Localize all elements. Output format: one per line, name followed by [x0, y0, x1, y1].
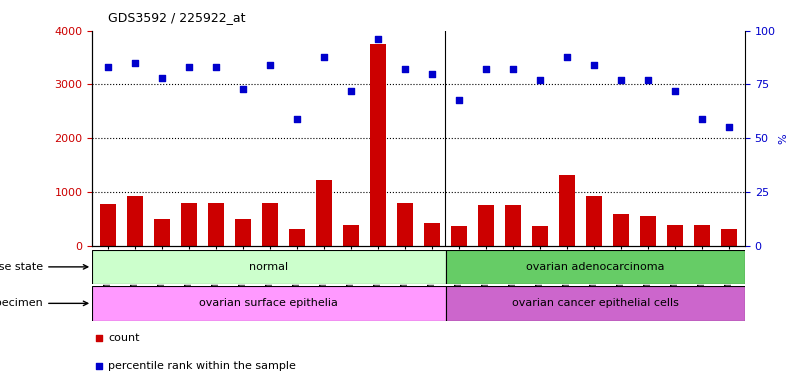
Bar [613, 214, 629, 246]
Bar [208, 203, 224, 246]
Bar [262, 203, 278, 246]
Bar [721, 229, 737, 246]
Text: percentile rank within the sample: percentile rank within the sample [108, 361, 296, 371]
Bar [316, 180, 332, 246]
Bar [694, 225, 710, 246]
Bar [289, 229, 305, 246]
Text: count: count [108, 333, 140, 343]
Point [614, 77, 627, 83]
Bar [559, 175, 575, 246]
Text: ovarian surface epithelia: ovarian surface epithelia [199, 298, 338, 308]
Point [506, 66, 519, 73]
Point [695, 116, 708, 122]
Point [472, 223, 485, 229]
Text: ovarian cancer epithelial cells: ovarian cancer epithelial cells [512, 298, 678, 308]
Point [668, 88, 681, 94]
Bar [154, 219, 171, 246]
Text: specimen: specimen [0, 298, 88, 308]
Point [156, 75, 169, 81]
Point [210, 64, 223, 70]
Point [102, 64, 115, 70]
Bar [92, 250, 445, 284]
Point [723, 124, 735, 131]
Text: GDS3592 / 225922_at: GDS3592 / 225922_at [108, 12, 246, 25]
Point [533, 77, 546, 83]
Bar [370, 44, 386, 246]
Point [318, 53, 331, 60]
Bar [100, 204, 116, 246]
Y-axis label: %: % [779, 133, 788, 144]
Point [264, 62, 276, 68]
Bar [445, 286, 745, 321]
Bar [478, 205, 494, 246]
Point [183, 64, 195, 70]
Point [237, 86, 250, 92]
Point [372, 36, 384, 42]
Text: normal: normal [249, 262, 288, 272]
Point [480, 66, 493, 73]
Point [399, 66, 412, 73]
Point [129, 60, 142, 66]
Text: disease state: disease state [0, 262, 88, 272]
Point [344, 88, 357, 94]
Bar [445, 250, 745, 284]
Point [561, 53, 574, 60]
Point [291, 116, 304, 122]
Point [587, 62, 600, 68]
Bar [640, 216, 656, 246]
Bar [451, 226, 467, 246]
Bar [92, 286, 445, 321]
Bar [505, 205, 521, 246]
Bar [666, 225, 683, 246]
Bar [343, 225, 359, 246]
Point [642, 77, 654, 83]
Text: ovarian adenocarcinoma: ovarian adenocarcinoma [526, 262, 665, 272]
Bar [586, 196, 602, 246]
Bar [127, 196, 143, 246]
Bar [181, 203, 197, 246]
Bar [397, 203, 413, 246]
Bar [532, 226, 548, 246]
Bar [235, 219, 252, 246]
Point [453, 96, 465, 103]
Bar [424, 223, 440, 246]
Point [425, 71, 438, 77]
